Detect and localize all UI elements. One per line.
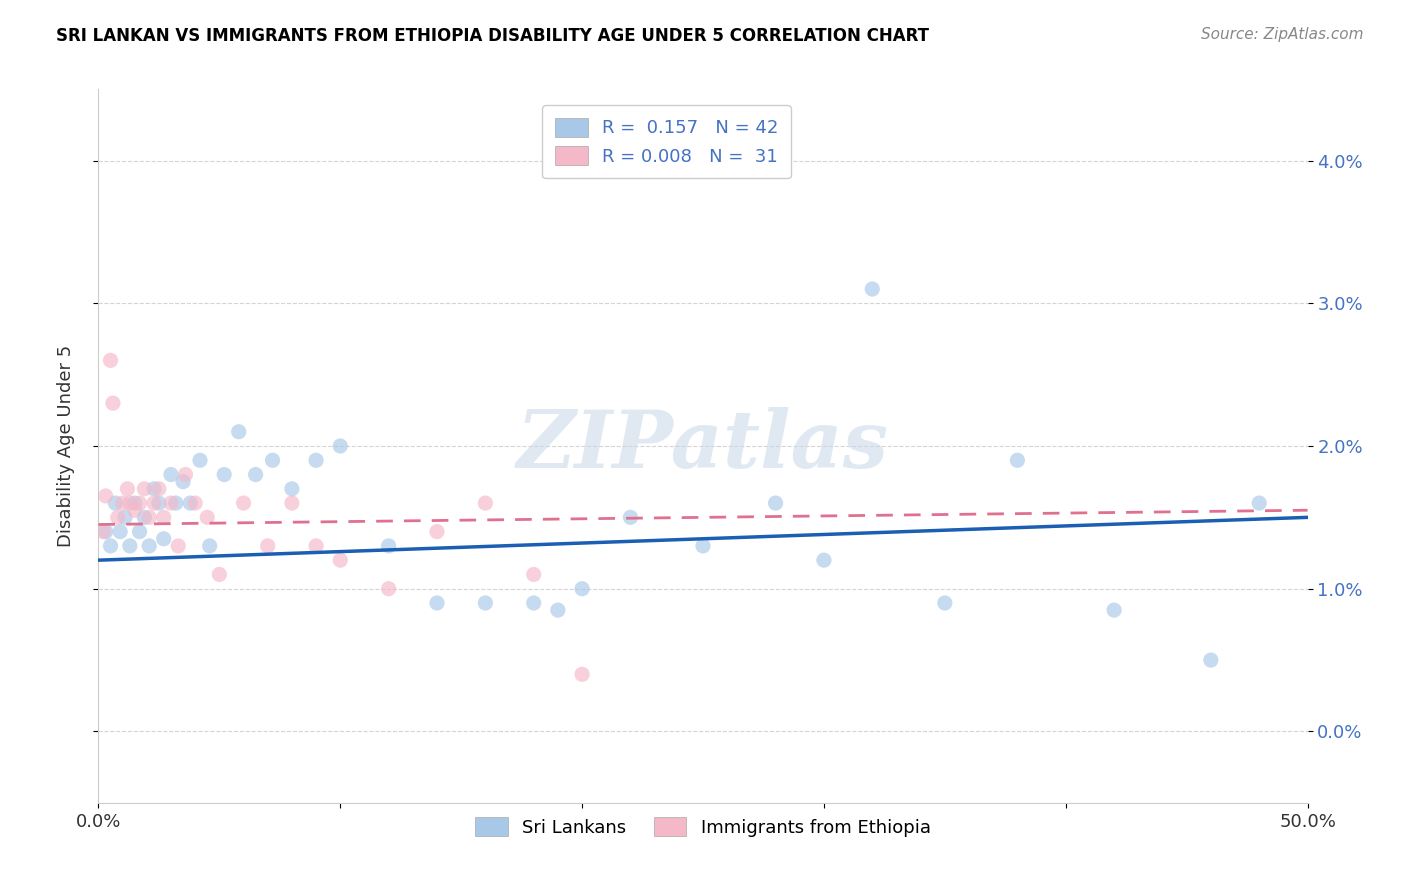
Point — [256, 539, 278, 553]
Point — [152, 510, 174, 524]
Point — [1249, 496, 1271, 510]
Point — [118, 539, 141, 553]
Point — [124, 503, 146, 517]
Point — [1007, 453, 1029, 467]
Point — [108, 524, 131, 539]
Point — [281, 496, 304, 510]
Point — [571, 667, 593, 681]
Point — [305, 539, 328, 553]
Point — [860, 282, 883, 296]
Point — [1199, 653, 1222, 667]
Legend: Sri Lankans, Immigrants from Ethiopia: Sri Lankans, Immigrants from Ethiopia — [468, 810, 938, 844]
Point — [165, 496, 187, 510]
Point — [91, 524, 114, 539]
Point — [134, 482, 156, 496]
Point — [245, 467, 267, 482]
Point — [167, 539, 190, 553]
Point — [117, 482, 139, 496]
Point — [281, 482, 304, 496]
Point — [160, 496, 183, 510]
Point — [188, 453, 211, 467]
Point — [143, 482, 166, 496]
Point — [118, 496, 141, 510]
Point — [426, 524, 449, 539]
Point — [143, 496, 166, 510]
Point — [228, 425, 250, 439]
Point — [212, 467, 235, 482]
Point — [138, 510, 160, 524]
Point — [104, 496, 127, 510]
Point — [94, 524, 117, 539]
Point — [160, 467, 183, 482]
Point — [124, 496, 146, 510]
Point — [152, 532, 174, 546]
Point — [128, 496, 150, 510]
Point — [100, 353, 122, 368]
Point — [305, 453, 328, 467]
Point — [329, 439, 352, 453]
Point — [474, 496, 496, 510]
Point — [114, 510, 136, 524]
Point — [934, 596, 956, 610]
Point — [198, 539, 221, 553]
Text: SRI LANKAN VS IMMIGRANTS FROM ETHIOPIA DISABILITY AGE UNDER 5 CORRELATION CHART: SRI LANKAN VS IMMIGRANTS FROM ETHIOPIA D… — [56, 27, 929, 45]
Point — [148, 482, 170, 496]
Text: ZIPatlas: ZIPatlas — [517, 408, 889, 484]
Point — [262, 453, 284, 467]
Point — [208, 567, 231, 582]
Point — [523, 596, 546, 610]
Y-axis label: Disability Age Under 5: Disability Age Under 5 — [56, 345, 75, 547]
Point — [179, 496, 201, 510]
Point — [571, 582, 593, 596]
Point — [426, 596, 449, 610]
Point — [94, 489, 117, 503]
Point — [195, 510, 218, 524]
Point — [547, 603, 569, 617]
Point — [138, 539, 160, 553]
Text: Source: ZipAtlas.com: Source: ZipAtlas.com — [1201, 27, 1364, 42]
Point — [184, 496, 207, 510]
Point — [101, 396, 124, 410]
Point — [619, 510, 641, 524]
Point — [134, 510, 156, 524]
Point — [172, 475, 194, 489]
Point — [765, 496, 787, 510]
Point — [174, 467, 197, 482]
Point — [474, 596, 496, 610]
Point — [329, 553, 352, 567]
Point — [692, 539, 714, 553]
Point — [128, 524, 150, 539]
Point — [107, 510, 129, 524]
Point — [148, 496, 170, 510]
Point — [232, 496, 254, 510]
Point — [377, 539, 399, 553]
Point — [813, 553, 835, 567]
Point — [377, 582, 399, 596]
Point — [100, 539, 122, 553]
Point — [523, 567, 546, 582]
Point — [1102, 603, 1125, 617]
Point — [111, 496, 134, 510]
